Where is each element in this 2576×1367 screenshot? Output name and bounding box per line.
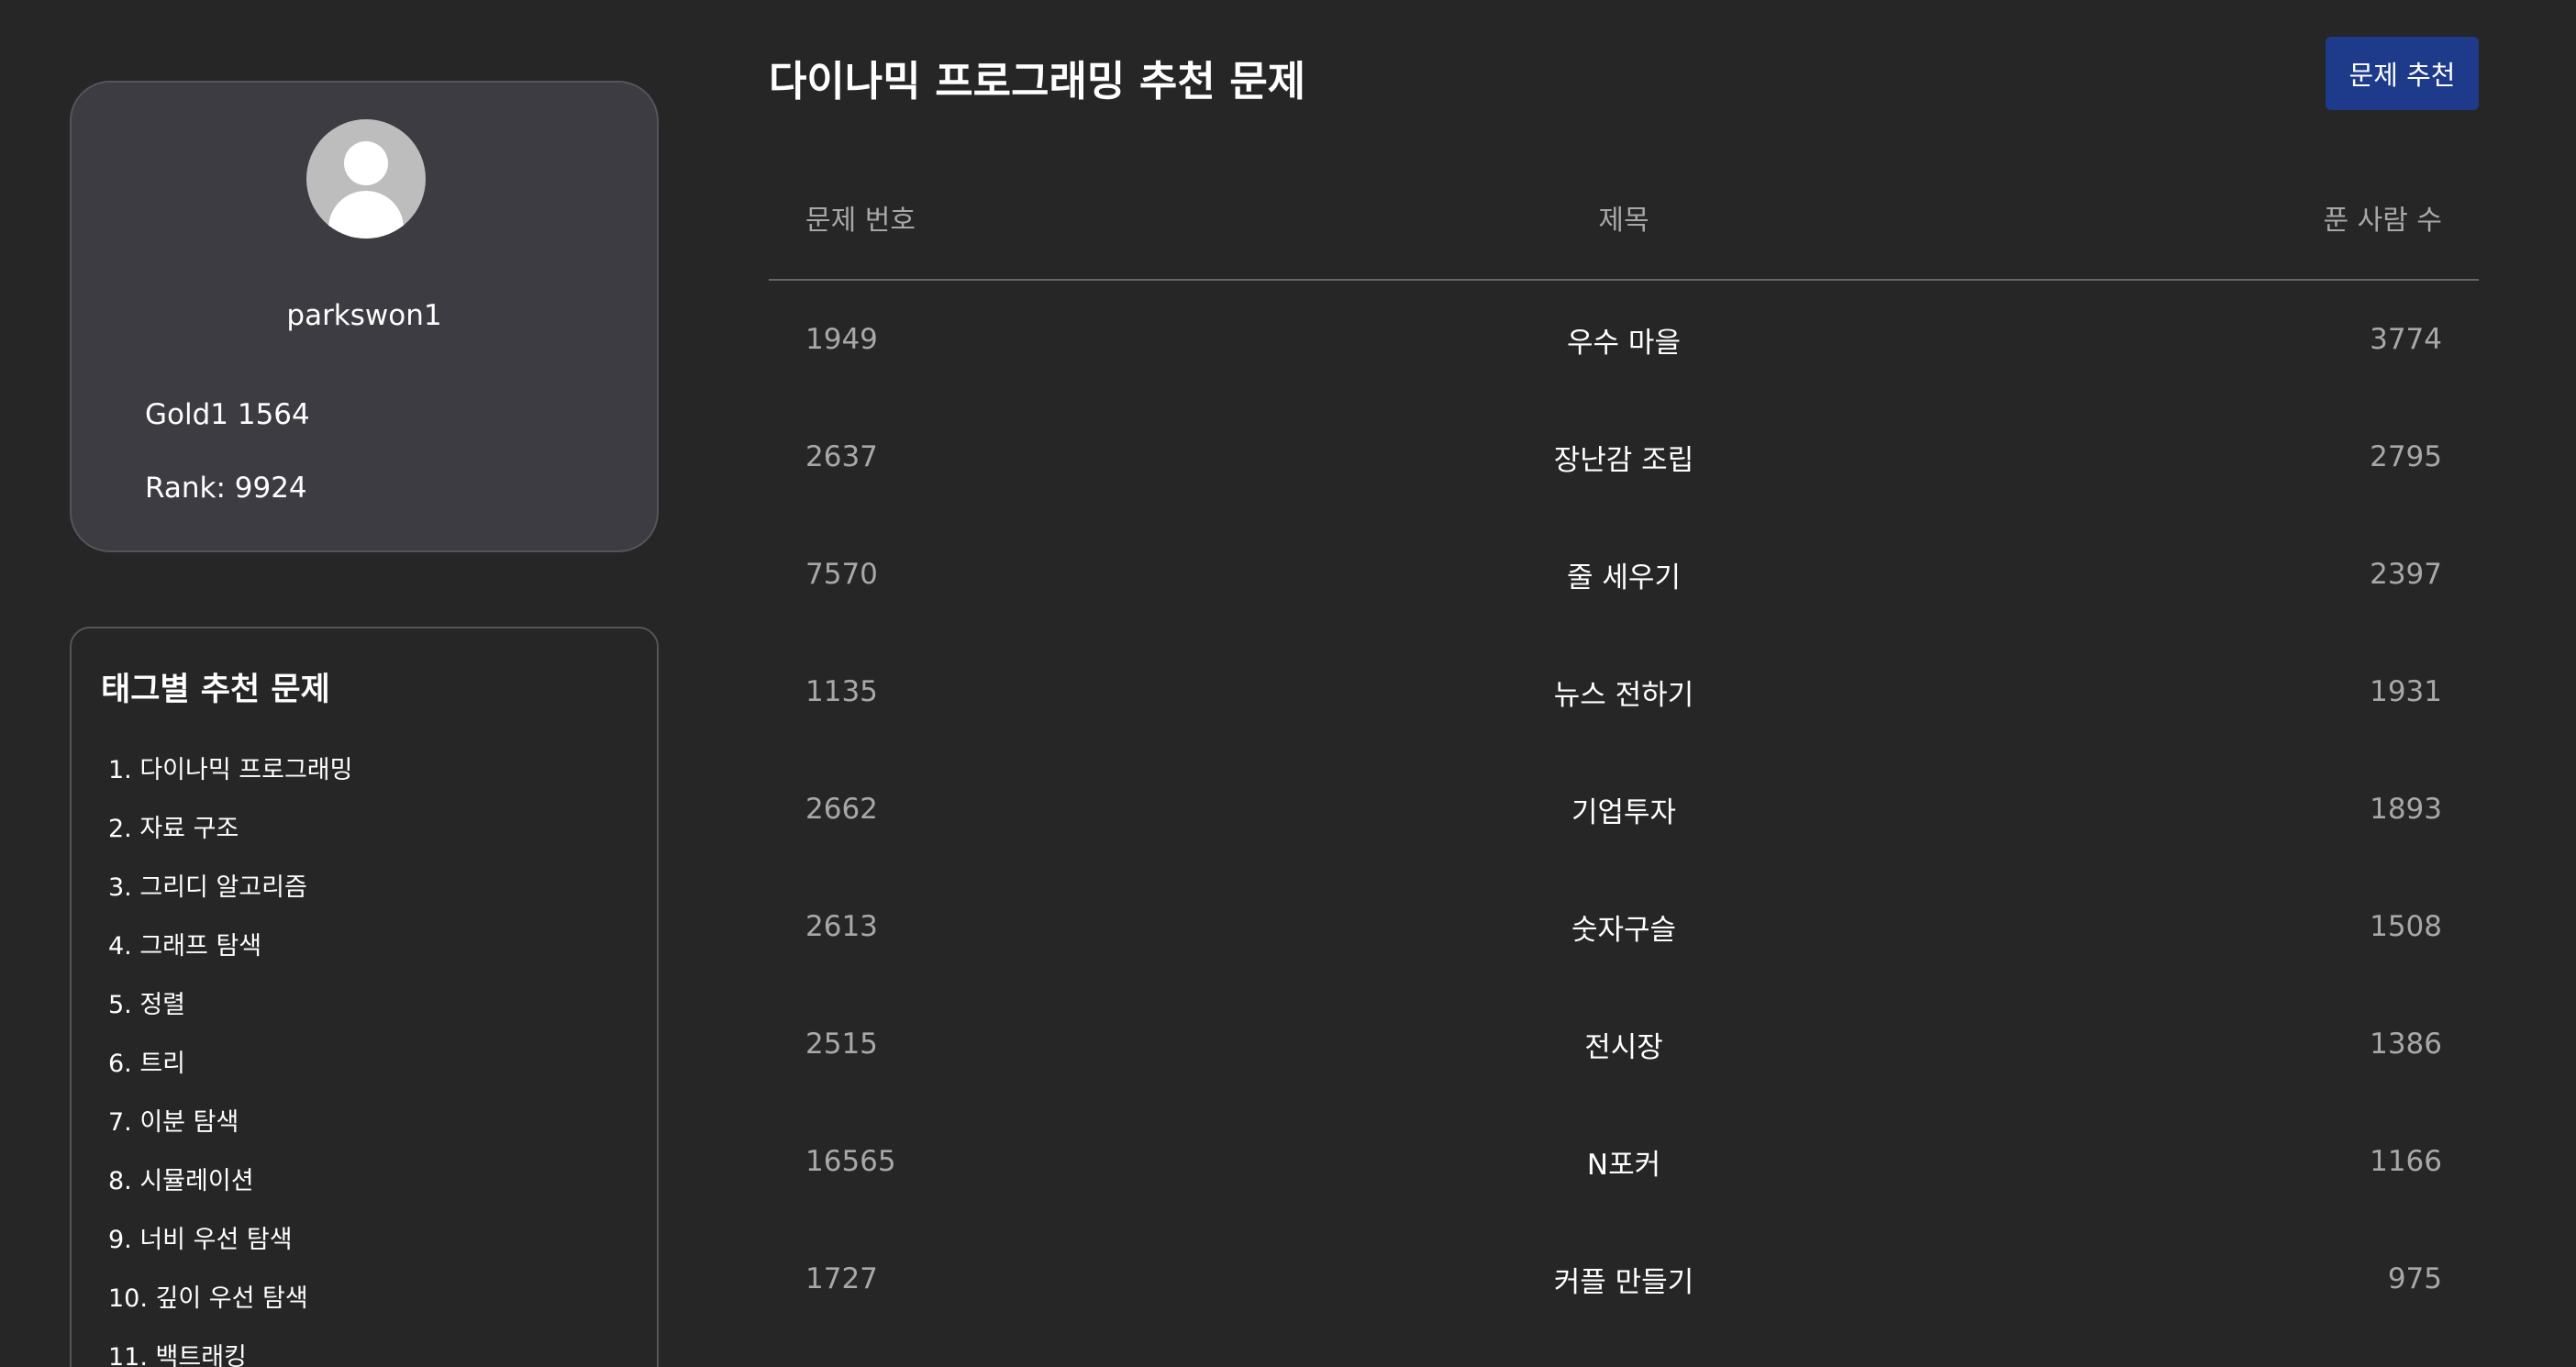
problem-number: 2515 [805,1028,878,1061]
solved-count: 1893 [2370,793,2442,826]
tier-rating: Gold1 1564 [145,398,310,431]
table-row[interactable]: 2662 기업투자 1893 [769,750,2479,868]
problem-title[interactable]: 커플 만들기 [1553,1265,1694,1299]
problem-number: 1727 [805,1262,878,1295]
tag-item[interactable]: 9. 너비 우선 탐색 [108,1226,293,1254]
table-body: 1949 우수 마을 3774 2637 장난감 조립 2795 7570 줄 … [769,280,2479,1338]
table-row[interactable]: 2515 전시장 1386 [769,985,2479,1103]
problem-title[interactable]: 우수 마을 [1567,326,1681,360]
problem-number: 1135 [805,675,878,708]
solved-count: 2795 [2370,440,2442,473]
tag-item[interactable]: 2. 자료 구조 [108,815,239,843]
problem-title[interactable]: 기업투자 [1571,795,1677,829]
user-avatar-icon[interactable] [306,119,426,239]
problem-title[interactable]: 뉴스 전하기 [1553,678,1694,712]
tag-item[interactable]: 11. 백트래킹 [108,1343,247,1367]
table-row[interactable]: 2637 장난감 조립 2795 [769,398,2479,516]
page-title: 다이나믹 프로그래밍 추천 문제 [769,57,1306,106]
username: parkswon1 [286,299,442,332]
tag-item[interactable]: 3. 그리디 알고리즘 [108,873,307,902]
problem-title[interactable]: 숫자구슬 [1571,913,1677,947]
problem-number: 2662 [805,793,878,826]
solved-count: 2397 [2370,558,2442,591]
problem-number: 2613 [805,910,878,943]
problem-table: 문제 번호 제목 푼 사람 수 1949 우수 마을 3774 2637 장난감… [769,156,2479,1338]
solved-count: 1166 [2370,1145,2442,1178]
tag-item[interactable]: 1. 다이나믹 프로그래밍 [108,756,353,784]
tag-item[interactable]: 6. 트리 [108,1050,186,1078]
profile-card: parkswon1 Gold1 1564 Rank: 9924 [70,81,659,552]
tag-recommendation-card: 태그별 추천 문제 1. 다이나믹 프로그래밍 2. 자료 구조 3. 그리디 … [70,627,659,1367]
header-problem-number: 문제 번호 [769,156,1356,281]
problem-title[interactable]: 줄 세우기 [1567,561,1681,595]
solved-count: 1386 [2370,1028,2442,1061]
avatar-head-shape [344,141,388,185]
avatar-body-shape [328,191,404,239]
table-row[interactable]: 7570 줄 세우기 2397 [769,516,2479,633]
table-row[interactable]: 16565 N포커 1166 [769,1103,2479,1220]
table-row[interactable]: 1727 커플 만들기 975 [769,1220,2479,1338]
table-row[interactable]: 1949 우수 마을 3774 [769,280,2479,398]
recommend-problem-button[interactable]: 문제 추천 [2326,37,2479,110]
tag-list: 1. 다이나믹 프로그래밍 2. 자료 구조 3. 그리디 알고리즘 4. 그래… [108,757,353,1367]
table-row[interactable]: 1135 뉴스 전하기 1931 [769,633,2479,750]
header-solved-count: 푼 사람 수 [1892,156,2479,281]
table-row[interactable]: 2613 숫자구슬 1508 [769,868,2479,985]
problem-number: 7570 [805,558,878,591]
table-header: 문제 번호 제목 푼 사람 수 [769,156,2479,281]
problem-number: 2637 [805,440,878,473]
solved-count: 1931 [2370,675,2442,708]
problem-number: 1949 [805,323,878,356]
solved-count: 975 [2387,1262,2442,1295]
tag-card-title: 태그별 추천 문제 [101,672,330,708]
rank: Rank: 9924 [145,472,307,505]
tag-item[interactable]: 4. 그래프 탐색 [108,932,262,961]
problem-number: 16565 [805,1145,896,1178]
header-title: 제목 [1356,156,1892,281]
solved-count: 3774 [2370,323,2442,356]
problem-title[interactable]: 장난감 조립 [1553,443,1694,477]
problem-title[interactable]: 전시장 [1584,1030,1663,1064]
tag-item[interactable]: 10. 깊이 우선 탐색 [108,1284,308,1313]
tag-item[interactable]: 8. 시뮬레이션 [108,1167,254,1195]
problem-title[interactable]: N포커 [1586,1148,1661,1182]
header-row: 문제 번호 제목 푼 사람 수 [769,156,2479,281]
solved-count: 1508 [2370,910,2442,943]
tag-item[interactable]: 7. 이분 탐색 [108,1108,239,1137]
tag-item[interactable]: 5. 정렬 [108,991,186,1019]
